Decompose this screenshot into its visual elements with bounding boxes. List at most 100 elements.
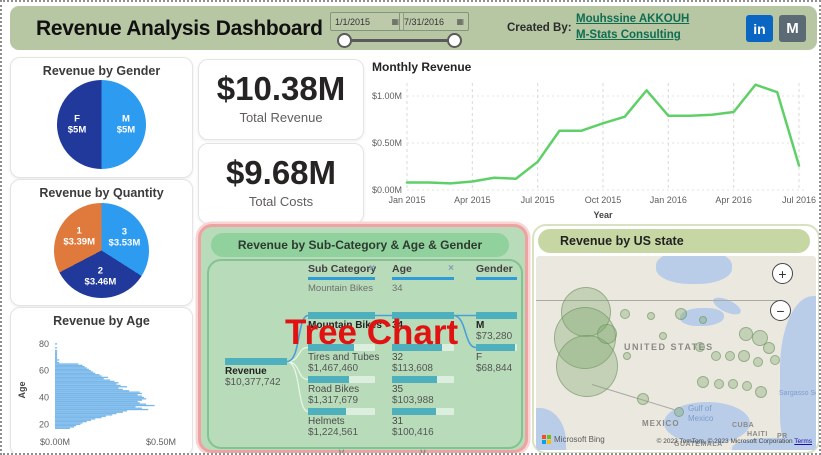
quantity-pie-chart[interactable]: 3 $3.53M 2 $3.46M 1 $3.39M	[54, 203, 149, 298]
map-label-cuba: CUBA	[732, 422, 755, 429]
tree-node-34[interactable]: 34	[392, 311, 454, 344]
gender-pie-chart[interactable]: M $5M F $5M	[57, 80, 146, 169]
date-start-input[interactable]: 1/1/2015 ▦	[330, 12, 404, 31]
map-label-sargasso-sea: Sargasso Sea	[779, 390, 816, 397]
date-slider-handle-left[interactable]	[337, 33, 352, 48]
tree-node-mountain-bikes[interactable]: Mountain Bikes	[308, 311, 382, 344]
close-icon[interactable]: ×	[448, 263, 454, 274]
pie-slice-label: 1 $3.39M	[63, 225, 95, 248]
revenue-bubble[interactable]	[770, 355, 780, 365]
tree-node-f[interactable]: F $68,844	[476, 343, 517, 376]
map-label-mexico: Mexico	[688, 414, 714, 423]
tree-root-value: $10,377,742	[225, 377, 281, 388]
revenue-bubble[interactable]	[753, 357, 763, 367]
revenue-bubble[interactable]	[597, 324, 617, 344]
svg-text:$1.00M: $1.00M	[372, 91, 402, 101]
tree-node-32[interactable]: 32 $113,608	[392, 343, 454, 376]
map-water-caribbean	[732, 438, 816, 450]
linkedin-glyph: in	[753, 20, 766, 37]
age-bar-chart[interactable]: 20 40 60 80 $0.00M $0.50M Age	[11, 328, 192, 453]
revenue-bubble[interactable]	[725, 351, 735, 361]
revenue-bubble[interactable]	[659, 332, 667, 340]
tree-column-gender: Gender M $73,280 F $68,844	[476, 263, 517, 376]
tree-root-node[interactable]: Revenue $10,377,742	[225, 358, 295, 388]
revenue-bubble[interactable]	[647, 312, 655, 320]
map-border-us-canada	[536, 300, 778, 301]
revenue-bubble[interactable]	[742, 381, 752, 391]
tree-node-road-bikes[interactable]: Road Bikes $1,317,679	[308, 375, 375, 408]
column-underline	[392, 277, 454, 280]
svg-text:Apr 2015: Apr 2015	[454, 195, 491, 205]
date-slider-handle-right[interactable]	[447, 33, 462, 48]
map-panel-title: Revenue by US state	[538, 229, 810, 253]
svg-text:$0.50M: $0.50M	[372, 138, 402, 148]
date-end-input[interactable]: 7/31/2016 ▦	[399, 12, 469, 31]
revenue-bubble[interactable]	[728, 379, 738, 389]
author-link-2[interactable]: M-Stats Consulting	[576, 29, 681, 41]
plus-icon: +	[778, 265, 787, 282]
svg-text:Jan 2015: Jan 2015	[388, 195, 425, 205]
microsoft-logo-icon	[542, 435, 551, 444]
pie-slice-label: 2 $3.46M	[84, 265, 117, 288]
tree-node-35[interactable]: 35 $103,988	[392, 375, 454, 408]
revenue-bubble[interactable]	[755, 386, 767, 398]
svg-text:Jul 2016: Jul 2016	[782, 195, 816, 205]
linkedin-icon[interactable]: in	[746, 15, 773, 42]
revenue-bubble[interactable]	[699, 316, 707, 324]
revenue-bubble[interactable]	[697, 376, 709, 388]
revenue-bubble[interactable]	[711, 351, 721, 361]
date-slider-track	[344, 39, 454, 42]
revenue-bubble[interactable]	[695, 342, 705, 352]
revenue-bubble[interactable]	[675, 308, 687, 320]
column-selected-value: 34	[392, 282, 403, 294]
expand-more-icon[interactable]: ∨	[337, 446, 346, 455]
map-zoom-out-button[interactable]: −	[770, 300, 791, 321]
expand-more-icon[interactable]: ∨	[418, 446, 428, 455]
author-link-1[interactable]: Mouhssine AKKOUH	[576, 13, 690, 25]
revenue-bubble[interactable]	[739, 327, 753, 341]
tree-column-header: Age ×	[392, 263, 454, 275]
revenue-bubble[interactable]	[752, 330, 768, 346]
date-end-value: 7/31/2016	[404, 16, 445, 27]
tree-column-header: Gender	[476, 263, 513, 275]
total-costs-kpi-card: $9.68M Total Costs	[198, 143, 364, 224]
svg-text:80: 80	[39, 339, 49, 349]
close-icon[interactable]: ×	[369, 263, 375, 274]
us-state-map[interactable]: UNITED STATES MEXICO CUBA HAITI PR GUATEMALA G…	[536, 256, 816, 450]
map-zoom-in-button[interactable]: +	[772, 263, 793, 284]
revenue-bubble[interactable]	[556, 335, 618, 397]
tree-node-helmets[interactable]: Helmets $1,224,561	[308, 407, 375, 440]
svg-text:60: 60	[39, 366, 49, 376]
svg-text:Jul 2015: Jul 2015	[521, 195, 555, 205]
minus-icon: −	[776, 302, 785, 319]
revenue-bubble[interactable]	[620, 309, 630, 319]
map-label-united-states: UNITED STATES	[624, 342, 714, 352]
revenue-bubble[interactable]	[674, 407, 684, 417]
svg-text:Oct 2015: Oct 2015	[585, 195, 622, 205]
svg-text:$0.00M: $0.00M	[40, 437, 70, 447]
revenue-bubble[interactable]	[637, 393, 649, 405]
total-revenue-kpi-card: $10.38M Total Revenue	[198, 59, 364, 140]
revenue-bubble[interactable]	[623, 352, 631, 360]
tree-root-bar	[225, 358, 287, 365]
revenue-bubble[interactable]	[763, 342, 775, 354]
tree-node-tires-and-tubes[interactable]: Tires and Tubes $1,467,460	[308, 343, 379, 376]
revenue-bubble[interactable]	[714, 379, 724, 389]
map-label-gulf-of: Gulf of	[688, 404, 712, 413]
m-stats-icon[interactable]: M	[779, 15, 806, 42]
column-underline	[476, 277, 517, 280]
tree-node-m[interactable]: M $73,280	[476, 311, 517, 344]
monthly-revenue-line-chart[interactable]: Jan 2015 Apr 2015 Jul 2015 Oct 2015 Jan 2016…	[364, 71, 819, 222]
revenue-bubble[interactable]	[738, 350, 750, 362]
tree-node-31[interactable]: 31 $100,416	[392, 407, 454, 440]
tree-root-label: Revenue	[225, 366, 267, 377]
map-attribution: © 2023 TomTom, © 2023 Microsoft Corporat…	[657, 438, 812, 445]
svg-text:Age: Age	[17, 381, 27, 398]
column-selected-value: Mountain Bikes	[308, 282, 373, 294]
tree-column-sub-category: Sub Category × Mountain Bikes Mountain Bike…	[308, 263, 382, 455]
terms-link[interactable]: Terms	[794, 438, 812, 445]
map-label-pr: PR	[777, 433, 788, 440]
monthly-revenue-panel: Monthly Revenue Jan 2015 Apr 2015 Jul 2015…	[364, 57, 819, 222]
total-costs-label: Total Costs	[248, 194, 314, 209]
